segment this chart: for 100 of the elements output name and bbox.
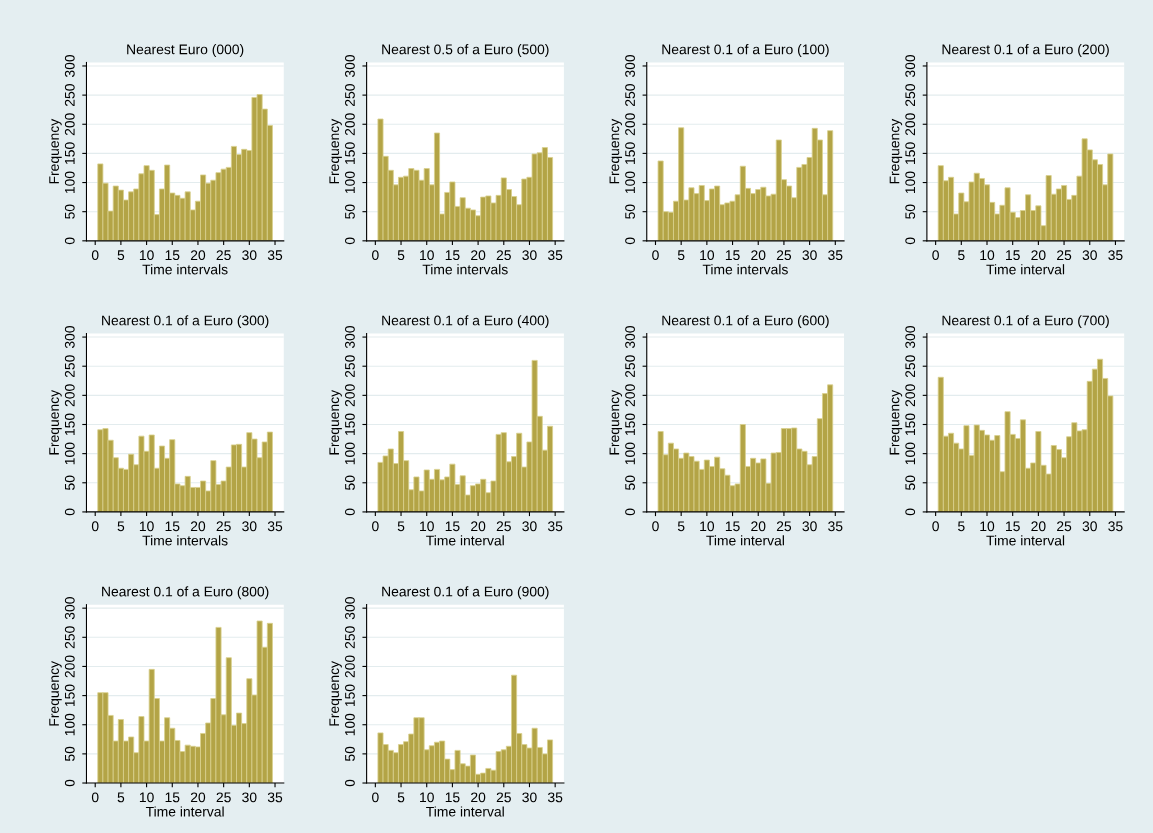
x-tick-label: 15 [1006, 250, 1020, 261]
x-tick-label: 25 [216, 250, 231, 261]
y-tick-label: 300 [905, 54, 916, 78]
x-tick-label: 20 [190, 521, 206, 532]
x-tick-label: 35 [267, 250, 283, 261]
x-tick-label: 25 [1057, 521, 1072, 532]
y-tick-label: 50 [625, 475, 635, 490]
y-tick-label: 250 [625, 84, 635, 106]
x-tick-label: 20 [190, 792, 206, 803]
y-tick-label: 250 [625, 355, 635, 378]
x-tick-label: 5 [958, 250, 965, 261]
x-tick-label: 0 [372, 521, 379, 532]
x-tick-label: 30 [242, 792, 257, 803]
y-tick-label: 250 [64, 355, 75, 378]
x-tick-label: 10 [980, 521, 995, 532]
chart-title: Nearest 0.1 of a Euro (400) [382, 315, 549, 329]
x-axis-title: Time intervals [702, 264, 788, 275]
x-tick-label: 30 [242, 521, 257, 532]
x-tick-label: 20 [471, 250, 486, 261]
x-axis-title: Time interval [706, 535, 784, 546]
y-axis-title: Frequency [329, 118, 342, 184]
y-tick-label: 50 [905, 204, 916, 219]
y-tick-label: 150 [345, 142, 355, 164]
y-tick-label: 200 [905, 113, 916, 136]
y-tick-label: 100 [625, 442, 635, 465]
chart-title: Nearest 0.1 of a Euro (600) [662, 315, 829, 329]
y-tick-label: 200 [345, 655, 355, 678]
x-tick-label: 30 [522, 250, 537, 261]
y-tick-label: 100 [905, 171, 916, 194]
y-tick-label: 50 [64, 746, 75, 762]
x-axis-title: Time interval [986, 535, 1065, 546]
x-axis-title: Time intervals [422, 264, 508, 275]
y-tick-label: 0 [625, 508, 635, 516]
x-tick-label: 0 [372, 792, 379, 803]
x-tick-label: 15 [445, 521, 460, 532]
y-tick-label: 250 [345, 84, 355, 106]
y-tick-label: 0 [905, 508, 916, 516]
x-tick-label: 20 [1031, 521, 1046, 532]
x-tick-label: 35 [1108, 250, 1123, 261]
y-tick-label: 100 [345, 442, 355, 465]
y-tick-label: 200 [625, 113, 635, 136]
chart-title: Nearest 0.1 of a Euro (700) [942, 315, 1109, 329]
y-tick-label: 200 [64, 655, 75, 678]
x-tick-label: 35 [1108, 521, 1123, 532]
x-tick-label: 0 [932, 521, 939, 532]
y-axis-title: Frequency [609, 118, 622, 184]
x-tick-label: 5 [677, 521, 685, 532]
y-tick-label: 250 [345, 355, 355, 378]
y-tick-label: 250 [905, 355, 916, 378]
x-tick-label: 5 [397, 250, 405, 261]
y-tick-label: 0 [625, 237, 635, 245]
y-tick-label: 300 [345, 326, 355, 349]
y-axis-title: Frequency [889, 389, 903, 455]
chart-title: Nearest 0.1 of a Euro (800) [102, 586, 269, 600]
x-tick-label: 15 [165, 521, 180, 532]
y-tick-label: 50 [905, 475, 916, 490]
x-axis-title: Time interval [426, 535, 504, 546]
chart-title: Nearest 0.5 of a Euro (500) [382, 44, 549, 58]
x-tick-label: 20 [751, 521, 766, 532]
y-tick-label: 100 [905, 442, 916, 465]
x-tick-label: 10 [700, 521, 715, 532]
y-tick-label: 100 [625, 171, 635, 194]
y-axis-title: Frequency [49, 118, 62, 184]
x-tick-label: 30 [802, 250, 817, 261]
chart-title: Nearest 0.1 of a Euro (200) [942, 44, 1109, 58]
y-tick-label: 150 [905, 142, 916, 164]
y-tick-label: 100 [345, 171, 355, 194]
y-tick-label: 150 [345, 684, 355, 707]
x-tick-label: 25 [496, 250, 511, 261]
y-tick-label: 200 [905, 384, 916, 407]
x-tick-label: 20 [471, 792, 486, 803]
x-tick-label: 10 [420, 521, 434, 532]
y-axis-title: Frequency [49, 661, 62, 726]
y-axis-title: Frequency [609, 389, 622, 455]
y-tick-label: 200 [64, 384, 75, 407]
y-tick-label: 0 [64, 508, 75, 516]
y-tick-label: 200 [64, 113, 75, 136]
x-tick-label: 10 [980, 250, 995, 261]
y-tick-label: 0 [905, 237, 916, 245]
x-tick-label: 35 [547, 521, 563, 532]
x-tick-label: 15 [165, 250, 180, 261]
x-tick-label: 15 [725, 250, 740, 261]
x-tick-label: 30 [1082, 521, 1097, 532]
y-tick-label: 300 [64, 326, 75, 349]
y-tick-label: 50 [64, 204, 75, 219]
y-tick-label: 0 [345, 779, 355, 787]
x-tick-label: 25 [776, 521, 792, 532]
x-tick-label: 10 [420, 250, 434, 261]
y-tick-label: 300 [345, 54, 355, 78]
x-tick-label: 30 [1082, 250, 1097, 261]
x-tick-label: 0 [91, 792, 99, 803]
x-tick-label: 5 [117, 792, 125, 803]
y-tick-label: 0 [345, 508, 355, 516]
y-tick-label: 0 [345, 237, 355, 245]
x-tick-label: 15 [445, 250, 460, 261]
y-tick-label: 300 [64, 54, 75, 78]
chart-title: Nearest 0.1 of a Euro (900) [382, 586, 549, 600]
x-tick-label: 10 [139, 792, 154, 803]
x-tick-label: 25 [776, 250, 792, 261]
y-tick-label: 100 [64, 442, 75, 465]
